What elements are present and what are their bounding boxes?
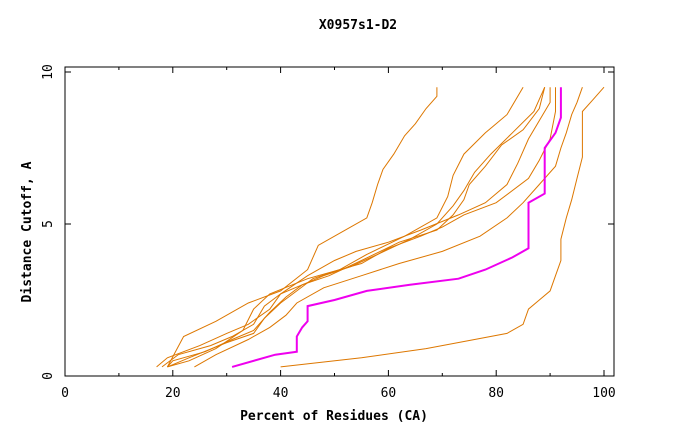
y-tick-label: 5: [41, 220, 56, 228]
y-tick-label: 0: [41, 372, 56, 380]
series-line-model-4: [167, 86, 524, 368]
x-tick-label: 0: [61, 386, 69, 401]
series-line-model-2: [156, 86, 546, 368]
x-tick-label: 20: [165, 386, 181, 401]
x-tick-label: 60: [381, 386, 397, 401]
y-axis-label: Distance Cutoff, A: [20, 161, 35, 302]
x-tick-label: 80: [488, 386, 504, 401]
x-tick-label: 100: [592, 386, 615, 401]
x-tick-label: 40: [273, 386, 289, 401]
series-line-model-1: [167, 87, 556, 368]
y-tick-label: 10: [41, 64, 56, 80]
x-axis-label: Percent of Residues (CA): [240, 409, 428, 424]
series-line-model-6: [166, 87, 438, 368]
series-layer: [156, 86, 605, 368]
series-line-model-highlight: [231, 87, 562, 368]
series-line-model-5: [161, 87, 551, 368]
plot-area: [64, 66, 615, 377]
axes-layer: 0 20 40 60 80 100 0 5 10: [41, 64, 616, 401]
series-line-model-7: [194, 87, 583, 368]
series-line-model-3: [167, 87, 546, 368]
series-line-model-8: [280, 86, 605, 368]
chart-title: X0957s1-D2: [319, 18, 397, 33]
